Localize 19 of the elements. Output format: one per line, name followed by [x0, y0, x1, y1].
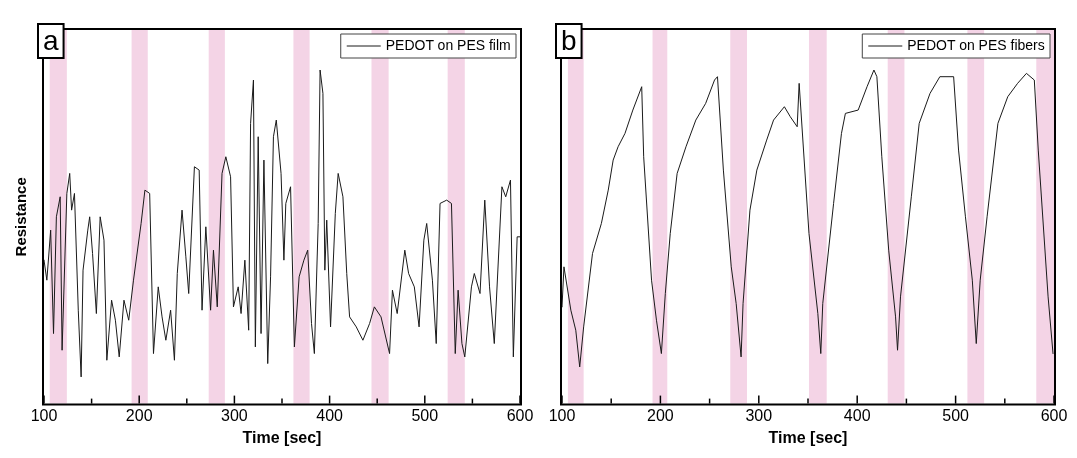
x-tick-label: 600	[506, 406, 534, 424]
x-axis-title: Time [sec]	[242, 428, 322, 446]
x-axis-title: Time [sec]	[768, 428, 848, 446]
x-tick-label: 100	[548, 406, 576, 424]
x-tick-label: 500	[942, 406, 970, 424]
text: a	[43, 24, 59, 56]
x-tick-label: 300	[745, 406, 773, 424]
x-tick-label: 100	[30, 406, 58, 424]
x-tick-label: 400	[843, 406, 871, 424]
legend-label: PEDOT on PES film	[385, 36, 511, 53]
x-tick-label: 600	[1040, 406, 1068, 424]
y-axis-title: Resistance	[12, 177, 30, 257]
text: b	[561, 24, 577, 56]
x-tick-label: 500	[411, 406, 439, 424]
legend-label: PEDOT on PES fibers	[907, 36, 1045, 53]
x-tick-label: 300	[221, 406, 248, 424]
x-tick-label: 200	[125, 406, 153, 424]
x-tick-label: 400	[316, 406, 344, 424]
x-tick-label: 200	[647, 406, 674, 424]
